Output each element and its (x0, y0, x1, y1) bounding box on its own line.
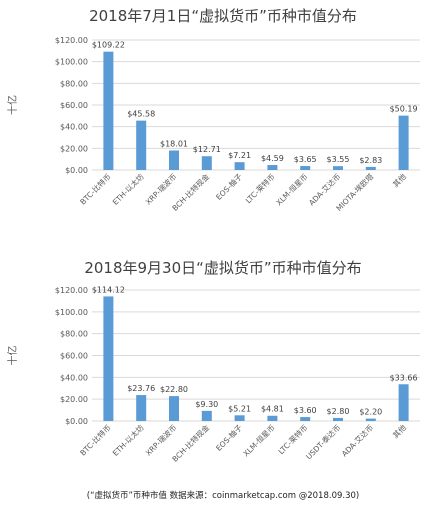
bar (398, 384, 409, 421)
y-tick-label: $0.00 (65, 417, 88, 426)
data-label: $4.59 (261, 154, 284, 163)
data-label: $3.60 (294, 406, 317, 415)
bar (136, 120, 147, 170)
x-tick-label: BTC-比特币 (78, 422, 113, 457)
data-label: $33.66 (390, 373, 418, 382)
y-tick-label: $60.00 (60, 352, 88, 361)
chart-title: 2018年9月30日“虚拟货币”币种市值分布 (84, 259, 361, 277)
x-tick-label: ETH-以太坊 (110, 171, 146, 207)
data-label: $2.20 (359, 408, 382, 417)
y-tick-label: $40.00 (60, 123, 88, 132)
bar (267, 165, 278, 170)
data-label: $50.19 (390, 105, 418, 114)
bar (398, 115, 409, 170)
y-axis-label: 十亿 (6, 346, 19, 366)
data-label: $3.55 (327, 155, 350, 164)
x-tick-label: ADA-艾达币 (306, 171, 342, 207)
x-tick-label: USDT-泰达币 (303, 422, 342, 461)
data-label: $114.12 (92, 285, 125, 294)
bar (234, 415, 245, 421)
data-label: $45.58 (127, 110, 155, 119)
bar (201, 156, 212, 170)
y-tick-label: $80.00 (60, 79, 88, 88)
x-tick-label: XLM-恒星币 (241, 422, 277, 458)
y-tick-label: $20.00 (60, 395, 88, 404)
x-tick-label: ADA-艾达币 (339, 422, 375, 458)
x-tick-label: BTC-比特币 (78, 171, 113, 206)
data-label: $9.30 (195, 400, 218, 409)
x-tick-label: EOS-柚子 (214, 171, 245, 202)
y-tick-label: $0.00 (65, 166, 88, 175)
bar (234, 162, 245, 170)
bar (201, 410, 212, 421)
y-axis-label: 十亿 (6, 95, 19, 115)
bar (333, 417, 343, 421)
x-tick-label: ETH-以太坊 (110, 422, 146, 458)
x-tick-label: 其他 (390, 171, 408, 189)
source-footnote: (“虚拟货币”币种市值 数据来源：coinmarketcap.com @2018… (86, 491, 360, 501)
bar (169, 150, 179, 170)
data-label: $4.81 (261, 405, 284, 414)
bar (103, 51, 114, 171)
y-tick-label: $40.00 (60, 373, 88, 382)
data-label: $3.65 (294, 155, 317, 164)
data-label: $2.80 (327, 407, 350, 416)
data-label: $23.76 (127, 384, 155, 393)
x-tick-label: XLM-恒星币 (274, 171, 310, 207)
data-label: $22.80 (160, 385, 188, 394)
data-label: $12.71 (193, 145, 221, 154)
bar (136, 395, 147, 421)
data-label: $7.21 (228, 151, 251, 160)
x-tick-label: LTC-莱特币 (243, 171, 277, 205)
y-tick-label: $100.00 (55, 308, 88, 317)
y-tick-label: $100.00 (55, 58, 88, 67)
bar (365, 166, 376, 170)
data-label: $5.21 (228, 404, 251, 413)
x-tick-label: EOS-柚子 (214, 422, 245, 453)
chart-title: 2018年7月1日“虚拟货币”币种市值分布 (89, 7, 357, 25)
bar (333, 166, 343, 170)
x-tick-label: XRP-瑞波币 (143, 171, 178, 206)
y-tick-label: $20.00 (60, 144, 88, 153)
y-tick-label: $80.00 (60, 330, 88, 339)
x-tick-label: XRP-瑞波币 (143, 422, 178, 457)
x-tick-label: 其他 (390, 422, 408, 440)
bar (300, 166, 311, 170)
y-tick-label: $60.00 (60, 101, 88, 110)
y-tick-label: $120.00 (55, 286, 88, 295)
bar (365, 418, 376, 421)
x-tick-label: LTC-莱特币 (276, 422, 310, 456)
bar (103, 296, 114, 421)
bar (169, 396, 179, 421)
bar (300, 417, 311, 421)
data-label: $109.22 (92, 41, 125, 50)
data-label: $2.83 (359, 156, 382, 165)
bar (267, 415, 278, 421)
y-tick-label: $120.00 (55, 36, 88, 45)
data-label: $18.01 (160, 139, 188, 148)
